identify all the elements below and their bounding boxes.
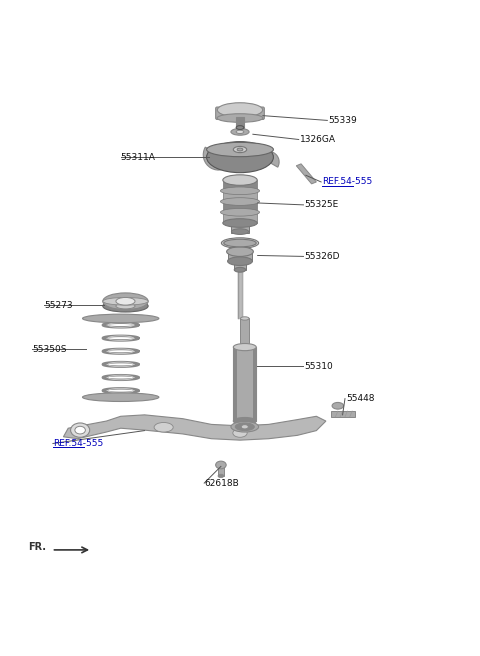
Ellipse shape — [83, 314, 159, 323]
Ellipse shape — [71, 423, 90, 438]
FancyBboxPatch shape — [216, 107, 264, 119]
Bar — [231, 222, 249, 233]
Bar — [234, 260, 246, 270]
Ellipse shape — [237, 148, 243, 151]
Text: 55339: 55339 — [328, 116, 357, 125]
Ellipse shape — [103, 300, 148, 312]
Ellipse shape — [223, 174, 257, 185]
Ellipse shape — [116, 297, 135, 305]
Text: 55326D: 55326D — [304, 252, 340, 261]
Ellipse shape — [228, 257, 252, 266]
Bar — [253, 347, 256, 421]
Ellipse shape — [223, 218, 257, 228]
Text: 55310: 55310 — [304, 361, 333, 371]
Ellipse shape — [235, 423, 254, 430]
Ellipse shape — [206, 142, 274, 157]
Bar — [236, 117, 244, 127]
Ellipse shape — [236, 130, 244, 134]
Ellipse shape — [206, 142, 274, 173]
Ellipse shape — [116, 303, 135, 309]
Bar — [233, 347, 237, 421]
Ellipse shape — [233, 344, 256, 351]
Ellipse shape — [241, 424, 248, 429]
Text: REF.54-555: REF.54-555 — [322, 178, 372, 186]
Wedge shape — [203, 147, 232, 170]
Ellipse shape — [75, 426, 85, 434]
Ellipse shape — [103, 297, 148, 305]
Text: 55273: 55273 — [44, 300, 73, 310]
Ellipse shape — [233, 417, 256, 424]
Ellipse shape — [332, 402, 344, 409]
Wedge shape — [260, 152, 279, 167]
Ellipse shape — [220, 209, 260, 216]
Bar — [228, 251, 252, 261]
Ellipse shape — [231, 129, 249, 135]
Bar — [233, 347, 256, 421]
Bar — [231, 242, 249, 251]
Ellipse shape — [220, 197, 260, 205]
Bar — [218, 464, 224, 476]
Text: 55311A: 55311A — [120, 153, 156, 161]
Bar — [223, 180, 257, 191]
Ellipse shape — [240, 317, 249, 320]
Bar — [223, 201, 257, 213]
Ellipse shape — [236, 126, 244, 129]
Ellipse shape — [220, 187, 260, 195]
Ellipse shape — [154, 422, 173, 432]
Ellipse shape — [227, 247, 253, 256]
Ellipse shape — [233, 146, 247, 153]
Text: 55350S: 55350S — [33, 345, 67, 354]
Ellipse shape — [216, 461, 226, 469]
Ellipse shape — [231, 229, 249, 234]
Bar — [240, 318, 249, 359]
Ellipse shape — [217, 103, 263, 117]
Text: 55448: 55448 — [346, 394, 374, 403]
Bar — [331, 411, 355, 417]
Ellipse shape — [83, 393, 159, 401]
Polygon shape — [296, 164, 316, 184]
Bar — [223, 213, 257, 223]
Text: 55325E: 55325E — [304, 200, 339, 209]
Bar — [223, 191, 257, 201]
Ellipse shape — [224, 239, 256, 247]
Polygon shape — [63, 415, 326, 440]
Text: 62618B: 62618B — [204, 479, 239, 487]
Text: REF.54-555: REF.54-555 — [53, 439, 103, 448]
Text: FR.: FR. — [28, 542, 46, 552]
Ellipse shape — [231, 422, 259, 432]
Text: 1326GA: 1326GA — [300, 135, 336, 144]
Ellipse shape — [217, 113, 263, 122]
Ellipse shape — [233, 428, 247, 438]
Ellipse shape — [221, 238, 259, 249]
Ellipse shape — [218, 474, 224, 478]
Ellipse shape — [234, 268, 246, 272]
Ellipse shape — [103, 293, 148, 310]
